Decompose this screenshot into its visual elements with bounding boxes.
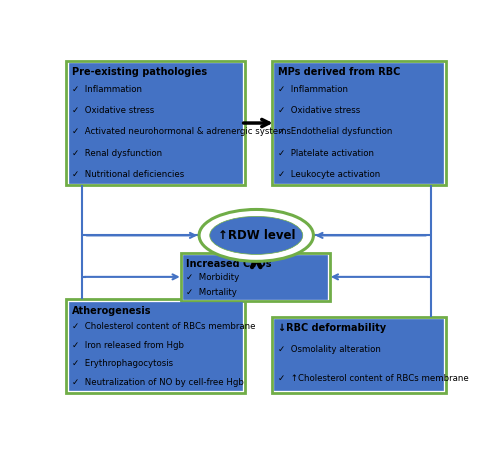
Text: ✓  Nutritional deficiencies: ✓ Nutritional deficiencies	[72, 170, 184, 179]
Text: ✓  ↑Cholesterol content of RBCs membrane: ✓ ↑Cholesterol content of RBCs membrane	[278, 374, 468, 383]
Text: ✓  Activated neurohormonal & adrenergic systems: ✓ Activated neurohormonal & adrenergic s…	[72, 127, 291, 136]
Text: ✓  Oxidative stress: ✓ Oxidative stress	[278, 106, 360, 115]
Text: ↑RDW level: ↑RDW level	[218, 229, 295, 242]
FancyBboxPatch shape	[274, 63, 444, 183]
FancyBboxPatch shape	[272, 61, 446, 185]
FancyBboxPatch shape	[69, 63, 242, 183]
Text: ✓  Platelate activation: ✓ Platelate activation	[278, 149, 374, 158]
Text: ✓  Renal dysfunction: ✓ Renal dysfunction	[72, 149, 162, 158]
Text: ✓  Oxidative stress: ✓ Oxidative stress	[72, 106, 154, 115]
Text: ✓  Inflammation: ✓ Inflammation	[278, 84, 347, 94]
Text: ✓  Leukocyte activation: ✓ Leukocyte activation	[278, 170, 380, 179]
FancyBboxPatch shape	[180, 253, 330, 301]
Text: ↓RBC deformability: ↓RBC deformability	[278, 323, 386, 333]
Text: ✓  Cholesterol content of RBCs membrane: ✓ Cholesterol content of RBCs membrane	[72, 322, 256, 331]
Text: ✓  Endothelial dysfunction: ✓ Endothelial dysfunction	[278, 127, 392, 136]
FancyBboxPatch shape	[66, 299, 244, 393]
Ellipse shape	[210, 216, 303, 255]
Text: ✓  Mortality: ✓ Mortality	[186, 288, 238, 297]
FancyBboxPatch shape	[66, 61, 244, 185]
Text: ✓  Neutralization of NO by cell-free Hgb: ✓ Neutralization of NO by cell-free Hgb	[72, 378, 244, 387]
Text: ✓  Erythrophagocytosis: ✓ Erythrophagocytosis	[72, 359, 174, 368]
Text: ✓  Osmolality alteration: ✓ Osmolality alteration	[278, 345, 380, 354]
FancyBboxPatch shape	[184, 255, 327, 299]
FancyBboxPatch shape	[69, 302, 242, 390]
Text: ✓  Iron released from Hgb: ✓ Iron released from Hgb	[72, 340, 184, 350]
Text: MPs derived from RBC: MPs derived from RBC	[278, 67, 400, 77]
Text: Increased CVDs: Increased CVDs	[186, 259, 272, 269]
Text: Atherogenesis: Atherogenesis	[72, 306, 152, 316]
FancyBboxPatch shape	[272, 317, 446, 393]
Text: ✓  Inflammation: ✓ Inflammation	[72, 84, 142, 94]
Ellipse shape	[199, 209, 314, 261]
FancyBboxPatch shape	[274, 319, 444, 390]
Text: Pre-existing pathologies: Pre-existing pathologies	[72, 67, 208, 77]
Text: ✓  Morbidity: ✓ Morbidity	[186, 273, 240, 282]
